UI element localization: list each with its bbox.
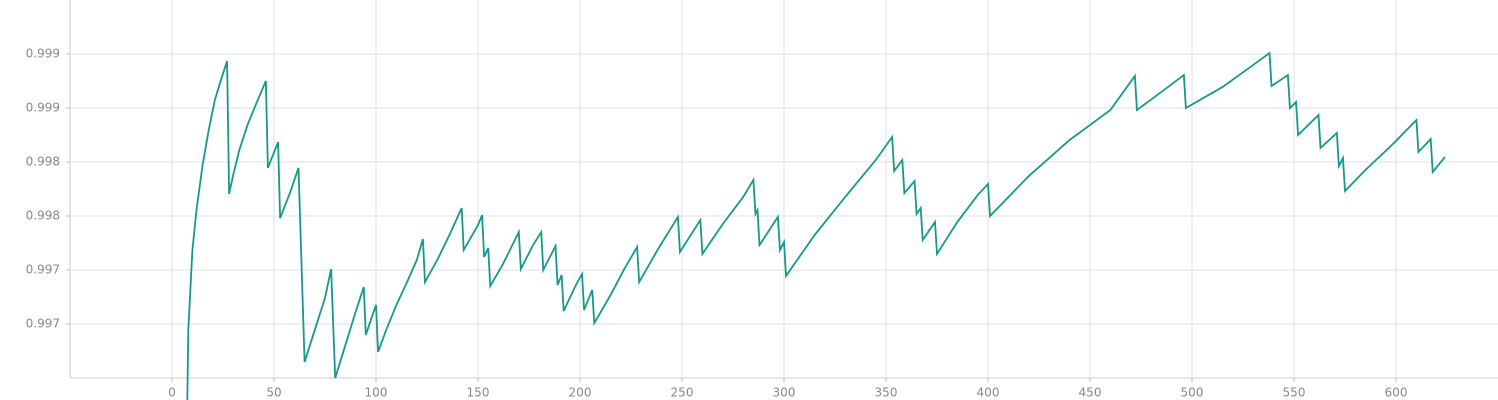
data-line	[186, 51, 1446, 400]
x-tick-label: 200	[569, 386, 592, 400]
x-tick-label: 550	[1283, 386, 1306, 400]
x-tick-label: 500	[1181, 386, 1204, 400]
x-tick-label: 350	[875, 386, 898, 400]
x-tick-label: 600	[1385, 386, 1408, 400]
x-tick-label: 450	[1079, 386, 1102, 400]
x-tick-label: 150	[467, 386, 490, 400]
y-tick-label: 0.999	[26, 47, 60, 61]
x-tick-label: 0	[168, 386, 176, 400]
y-tick-label: 0.999	[26, 101, 60, 115]
y-tick-label: 0.997	[26, 263, 60, 277]
y-tick-label: 0.997	[26, 317, 60, 331]
x-tick-label: 400	[977, 386, 1000, 400]
x-tick-label: 250	[671, 386, 694, 400]
y-tick-label: 0.998	[26, 155, 60, 169]
y-tick-label: 0.998	[26, 209, 60, 223]
x-tick-label: 300	[773, 386, 796, 400]
x-tick-label: 50	[266, 386, 281, 400]
x-tick-label: 100	[365, 386, 388, 400]
